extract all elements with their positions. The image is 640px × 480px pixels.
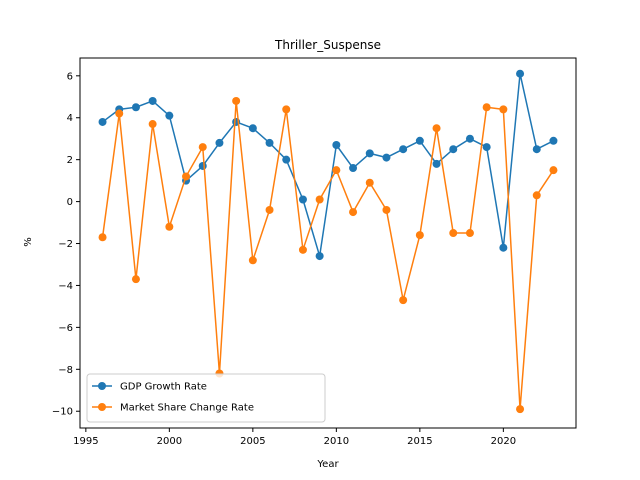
legend-marker xyxy=(98,403,106,411)
x-tick-label: 1995 xyxy=(73,436,98,447)
data-point xyxy=(349,164,358,173)
legend-box xyxy=(86,373,326,423)
y-tick-label: −2 xyxy=(58,239,73,250)
data-point xyxy=(382,205,391,214)
legend-label: Market Share Change Rate xyxy=(120,403,254,414)
data-point xyxy=(98,233,107,242)
y-tick-label: 4 xyxy=(67,113,73,124)
data-point xyxy=(482,103,491,112)
y-tick-label: −10 xyxy=(52,407,73,418)
y-axis: −10 −8 −6 −4 −2 0 2 4 6 xyxy=(52,71,80,418)
data-point xyxy=(282,155,291,164)
y-tick-label: 0 xyxy=(67,197,73,208)
series-0 xyxy=(98,69,558,261)
data-point xyxy=(165,111,174,120)
data-point xyxy=(248,124,257,133)
x-axis-label: Year xyxy=(316,459,339,470)
data-point xyxy=(298,195,307,204)
data-point xyxy=(315,252,324,261)
data-point xyxy=(399,296,408,305)
x-tick-label: 2000 xyxy=(157,436,182,447)
data-point xyxy=(482,143,491,152)
y-tick-label: −8 xyxy=(58,365,73,376)
y-tick-label: 6 xyxy=(67,71,73,82)
data-point xyxy=(516,405,525,414)
data-point xyxy=(415,231,424,240)
data-point xyxy=(499,243,508,252)
data-point xyxy=(432,159,441,168)
data-point xyxy=(399,145,408,154)
data-point xyxy=(516,69,525,78)
data-point xyxy=(148,120,157,129)
data-point xyxy=(332,166,341,175)
data-point xyxy=(449,229,458,238)
data-point xyxy=(532,145,541,154)
x-tick-label: 2005 xyxy=(240,436,265,447)
y-tick-label: −4 xyxy=(58,281,73,292)
data-point xyxy=(248,256,257,265)
x-tick-label: 2015 xyxy=(407,436,432,447)
data-point xyxy=(115,109,124,118)
data-point xyxy=(382,153,391,162)
x-tick-label: 2010 xyxy=(324,436,349,447)
data-point xyxy=(98,117,107,126)
data-point xyxy=(549,136,558,145)
data-point xyxy=(365,149,374,158)
data-point xyxy=(465,134,474,143)
data-point xyxy=(131,275,140,284)
data-point xyxy=(549,166,558,175)
y-tick-label: 2 xyxy=(67,155,73,166)
series-layer xyxy=(98,69,558,414)
y-axis-label: % xyxy=(23,237,34,247)
data-point xyxy=(182,172,191,181)
data-point xyxy=(265,138,274,147)
data-point xyxy=(499,105,508,114)
legend-marker xyxy=(98,382,106,390)
x-axis: 1995 2000 2005 2010 2015 2020 xyxy=(73,428,516,447)
data-point xyxy=(232,96,241,105)
legend-label: GDP Growth Rate xyxy=(120,382,207,393)
data-point xyxy=(465,229,474,238)
legend: GDP Growth Rate Market Share Change Rate xyxy=(86,373,326,423)
data-point xyxy=(349,208,358,217)
x-tick-label: 2020 xyxy=(491,436,516,447)
data-point xyxy=(415,136,424,145)
y-tick-label: −6 xyxy=(58,323,73,334)
data-point xyxy=(198,143,207,152)
data-point xyxy=(332,140,341,149)
data-point xyxy=(298,245,307,254)
data-point xyxy=(532,191,541,200)
data-point xyxy=(165,222,174,231)
data-point xyxy=(265,205,274,214)
data-point xyxy=(131,103,140,112)
data-point xyxy=(315,195,324,204)
plot-frame xyxy=(79,57,577,429)
data-point xyxy=(282,105,291,114)
series-1 xyxy=(98,96,558,414)
series-line xyxy=(101,100,555,410)
chart-title: Thriller_Suspense xyxy=(274,38,381,52)
series-line xyxy=(102,72,554,257)
plot-area: 1995 2000 2005 2010 2015 2020 −10 −8 −6 −4 −2 0 2 4 6 xyxy=(52,57,577,447)
data-point xyxy=(449,145,458,154)
data-point xyxy=(198,161,207,170)
data-point xyxy=(148,96,157,105)
data-point xyxy=(215,138,224,147)
data-point xyxy=(432,124,441,133)
data-point xyxy=(365,178,374,187)
